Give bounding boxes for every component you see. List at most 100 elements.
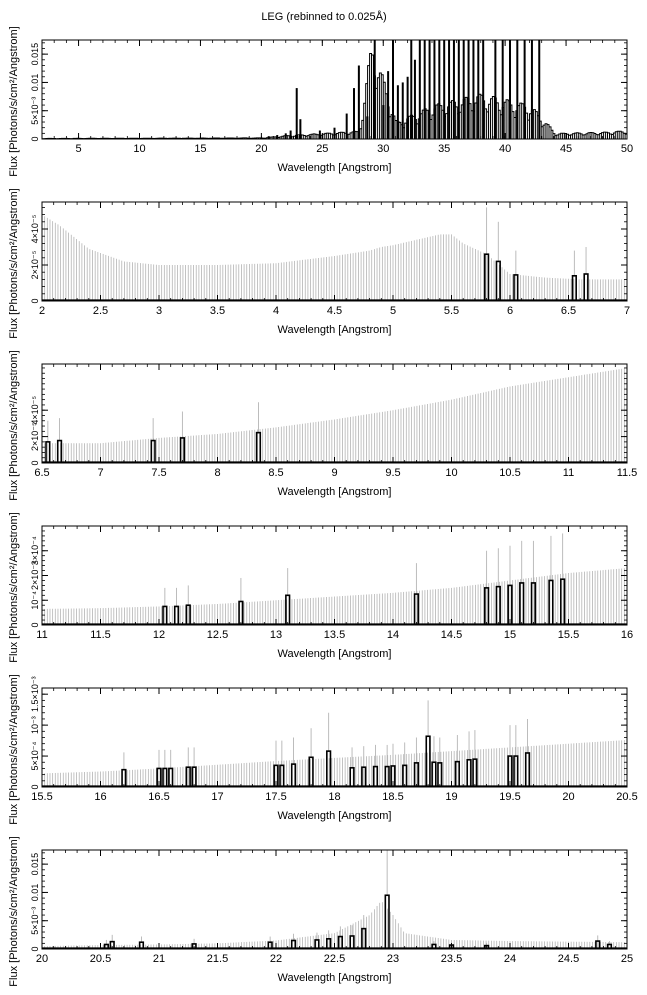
data-bar bbox=[507, 584, 513, 625]
x-tick-label: 15.5 bbox=[558, 629, 579, 641]
y-axis-label: Flux [Photons/s/cm²/Angstrom] bbox=[8, 674, 20, 824]
x-tick-label: 13 bbox=[270, 629, 282, 641]
x-tick-label: 14.5 bbox=[441, 629, 462, 641]
x-tick-label: 15 bbox=[504, 629, 516, 641]
x-tick-label: 3 bbox=[156, 305, 162, 317]
x-tick-label: 22.5 bbox=[324, 953, 345, 965]
x-tick-label: 20.5 bbox=[90, 953, 111, 965]
data-bar bbox=[156, 767, 162, 787]
data-bar bbox=[162, 767, 168, 787]
x-tick-label: 17.5 bbox=[265, 791, 286, 803]
x-tick-label: 16 bbox=[621, 629, 633, 641]
data-bar bbox=[285, 594, 291, 625]
x-tick-label: 17 bbox=[211, 791, 223, 803]
x-tick-label: 30 bbox=[377, 143, 389, 155]
data-bar bbox=[583, 273, 589, 301]
y-tick-label: 10⁻³ bbox=[30, 716, 40, 734]
y-tick-label: 5×10⁻³ bbox=[30, 97, 40, 125]
data-bar bbox=[431, 761, 437, 787]
x-tick-label: 20 bbox=[36, 953, 48, 965]
data-bar bbox=[349, 935, 355, 949]
data-bar bbox=[45, 441, 51, 463]
x-tick-label: 15 bbox=[194, 143, 206, 155]
data-bar bbox=[437, 762, 443, 787]
x-tick-label: 5.5 bbox=[444, 305, 459, 317]
x-tick-label: 20.5 bbox=[616, 791, 637, 803]
data-bar bbox=[560, 578, 566, 625]
y-tick-label: 0.015 bbox=[30, 43, 40, 66]
x-tick-label: 23 bbox=[387, 953, 399, 965]
data-bar bbox=[483, 253, 490, 301]
y-tick-label: 0 bbox=[30, 946, 40, 951]
x-tick-label: 11 bbox=[563, 467, 574, 479]
x-tick-label: 9 bbox=[331, 467, 337, 479]
x-axis-label: Wavelength [Angstrom] bbox=[278, 162, 392, 174]
x-tick-label: 45 bbox=[560, 143, 572, 155]
data-bar bbox=[413, 593, 420, 625]
y-tick-label: 2×10⁻⁵ bbox=[30, 250, 40, 279]
x-tick-label: 2.5 bbox=[93, 305, 108, 317]
x-axis-label: Wavelength [Angstrom] bbox=[278, 972, 392, 984]
y-tick-label: 0 bbox=[30, 136, 40, 141]
x-axis-label: Wavelength [Angstrom] bbox=[278, 648, 392, 660]
data-bar bbox=[162, 605, 168, 625]
x-tick-label: 20 bbox=[255, 143, 267, 155]
x-tick-label: 21.5 bbox=[207, 953, 228, 965]
data-bar bbox=[372, 765, 379, 787]
x-tick-label: 11.5 bbox=[90, 629, 111, 641]
data-bar bbox=[279, 764, 285, 787]
x-tick-label: 11.5 bbox=[617, 467, 638, 479]
x-tick-label: 10 bbox=[133, 143, 145, 155]
x-tick-label: 6 bbox=[507, 305, 513, 317]
data-bar bbox=[413, 762, 420, 787]
data-bar bbox=[431, 943, 437, 949]
data-bar bbox=[513, 274, 519, 301]
y-tick-label: 0 bbox=[30, 622, 40, 627]
x-tick-label: 4.5 bbox=[327, 305, 342, 317]
x-tick-label: 40 bbox=[499, 143, 511, 155]
y-tick-label: 1.5×10⁻³ bbox=[30, 676, 40, 712]
x-tick-label: 10 bbox=[445, 467, 457, 479]
chart-panel-1: 5 10 15 20 25 30 35 40 45 50 0 5×10⁻³ 0.01 0.015 Wavel… bbox=[8, 26, 633, 176]
y-tick-label: 0.01 bbox=[30, 74, 40, 92]
y-tick-label: 2×10⁻⁵ bbox=[30, 422, 40, 451]
chart-panel-6: 20 20.5 21 21.5 22 22.5 23 23.5 24 24.5 25 0 5×10⁻³ 0… bbox=[8, 836, 633, 986]
x-axis-label: Wavelength [Angstrom] bbox=[278, 324, 392, 336]
y-tick-label: 4×10⁻⁵ bbox=[30, 396, 40, 425]
data-bar bbox=[308, 756, 314, 787]
figure-title: LEG (rebinned to 0.025Å) bbox=[261, 10, 386, 23]
x-tick-label: 7 bbox=[624, 305, 630, 317]
data-bar bbox=[384, 894, 390, 949]
data-bar bbox=[472, 758, 478, 787]
y-tick-label: 4×10⁻⁵ bbox=[30, 214, 40, 243]
data-bar bbox=[273, 764, 279, 787]
x-tick-label: 50 bbox=[621, 143, 633, 155]
data-bar bbox=[173, 605, 180, 625]
data-bar bbox=[548, 579, 554, 625]
x-tick-label: 7.5 bbox=[151, 467, 166, 479]
data-bar bbox=[425, 735, 431, 787]
y-axis-label: Flux [Photons/s/cm²/Angstrom] bbox=[8, 512, 20, 662]
chart-panel-3: 6.5 7 7.5 8 8.5 9 9.5 10 10.5 11 11.5 0 2×10⁻⁵4×10⁻⁵… bbox=[8, 350, 637, 500]
data-bar bbox=[507, 755, 513, 787]
y-tick-label: 3×10⁻⁴ bbox=[30, 536, 40, 565]
data-bar bbox=[103, 943, 109, 949]
panels: 5 10 15 20 25 30 35 40 45 5005×10⁻³0.010.015Wavel… bbox=[8, 26, 638, 986]
data-bar bbox=[495, 260, 501, 301]
x-tick-label: 8 bbox=[214, 467, 220, 479]
data-bar bbox=[402, 764, 408, 787]
x-tick-label: 11 bbox=[36, 629, 47, 641]
chart-panel-5: 15.5 16 16.5 17 17.5 18 18.5 19 19.5 20 20.5 0 5×10⁻… bbox=[8, 674, 638, 824]
x-tick-label: 16.5 bbox=[148, 791, 169, 803]
x-tick-label: 21 bbox=[153, 953, 165, 965]
data-bar bbox=[361, 766, 367, 787]
y-tick-label: 5×10⁻³ bbox=[30, 907, 40, 935]
x-tick-label: 24 bbox=[504, 953, 516, 965]
x-tick-label: 15.5 bbox=[31, 791, 52, 803]
x-tick-label: 19 bbox=[445, 791, 457, 803]
x-tick-label: 8.5 bbox=[268, 467, 283, 479]
data-bar bbox=[390, 765, 396, 787]
y-tick-label: 10⁻⁴ bbox=[30, 591, 40, 610]
data-bar bbox=[571, 274, 577, 301]
y-axis-label: Flux [Photons/s/cm²/Angstrom] bbox=[8, 836, 20, 986]
